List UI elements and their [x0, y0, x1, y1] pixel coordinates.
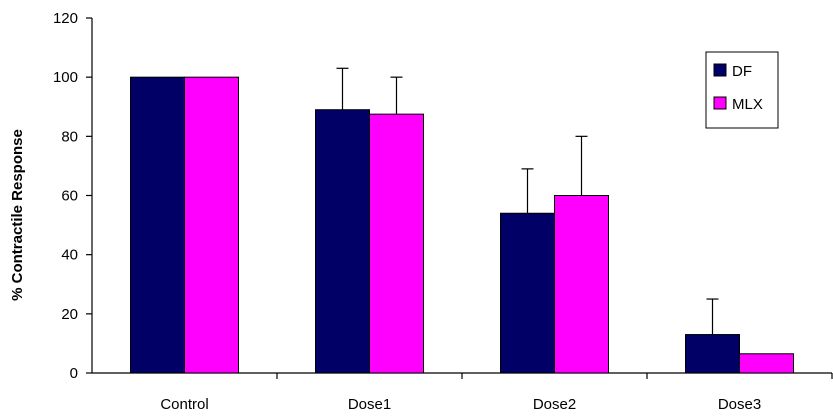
x-category-labels: Control Dose1 Dose2 Dose3 — [160, 396, 761, 413]
y-tick-label: 80 — [61, 128, 78, 145]
x-category-label: Dose3 — [718, 396, 761, 413]
y-tick-label: 40 — [61, 247, 78, 264]
y-tick-label: 100 — [53, 69, 78, 86]
bar-df-dose2 — [500, 212, 555, 374]
y-tick-label: 0 — [70, 365, 78, 382]
bar-df-dose1 — [315, 109, 370, 374]
error-bars — [336, 67, 719, 335]
y-tick-label: 120 — [53, 10, 78, 27]
legend-label-df: DF — [732, 63, 752, 80]
bars — [130, 76, 794, 374]
y-tick-labels: 0 20 40 60 80 100 120 — [53, 10, 78, 382]
x-category-label: Dose1 — [348, 396, 391, 413]
bar-mlx-dose3 — [739, 353, 794, 374]
x-category-label: Control — [160, 396, 208, 413]
legend: DF MLX — [705, 51, 779, 129]
y-tick-label: 20 — [61, 306, 78, 323]
bar-mlx-dose1 — [369, 113, 424, 374]
bar-mlx-dose2 — [554, 195, 609, 374]
y-axis-label: % Contractile Response — [9, 129, 26, 301]
x-category-label: Dose2 — [533, 396, 576, 413]
legend-label-mlx: MLX — [732, 96, 763, 113]
bar-df-dose3 — [685, 334, 740, 374]
bar-df-control — [130, 76, 185, 374]
y-tick-label: 60 — [61, 188, 78, 205]
legend-swatch-df — [713, 63, 727, 77]
legend-swatch-mlx — [713, 96, 727, 110]
bar-mlx-control — [184, 76, 239, 374]
